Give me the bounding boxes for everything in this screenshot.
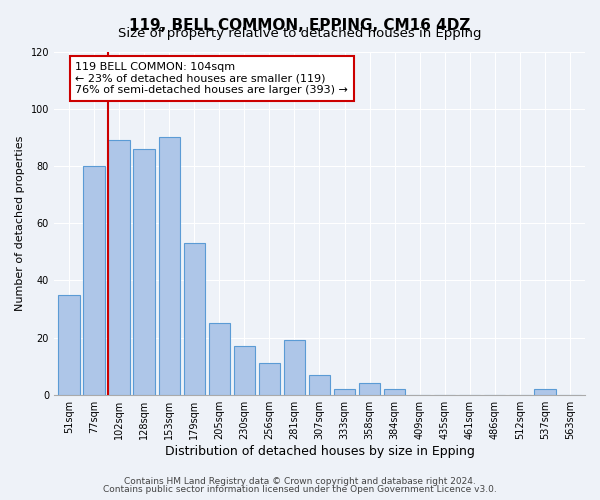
Bar <box>109 140 130 394</box>
Text: 119, BELL COMMON, EPPING, CM16 4DZ: 119, BELL COMMON, EPPING, CM16 4DZ <box>130 18 470 32</box>
Bar <box>259 363 280 394</box>
Bar <box>334 389 355 394</box>
Bar <box>83 166 104 394</box>
Text: 119 BELL COMMON: 104sqm
← 23% of detached houses are smaller (119)
76% of semi-d: 119 BELL COMMON: 104sqm ← 23% of detache… <box>75 62 348 95</box>
Bar <box>534 389 556 394</box>
Bar <box>58 294 80 394</box>
Bar <box>209 323 230 394</box>
Text: Size of property relative to detached houses in Epping: Size of property relative to detached ho… <box>118 28 482 40</box>
Bar <box>158 138 180 394</box>
X-axis label: Distribution of detached houses by size in Epping: Distribution of detached houses by size … <box>164 444 475 458</box>
Bar <box>184 243 205 394</box>
Bar <box>359 384 380 394</box>
Bar <box>133 148 155 394</box>
Bar <box>309 374 330 394</box>
Text: Contains HM Land Registry data © Crown copyright and database right 2024.: Contains HM Land Registry data © Crown c… <box>124 477 476 486</box>
Bar <box>284 340 305 394</box>
Bar <box>233 346 255 395</box>
Bar <box>384 389 405 394</box>
Text: Contains public sector information licensed under the Open Government Licence v3: Contains public sector information licen… <box>103 484 497 494</box>
Y-axis label: Number of detached properties: Number of detached properties <box>15 136 25 311</box>
